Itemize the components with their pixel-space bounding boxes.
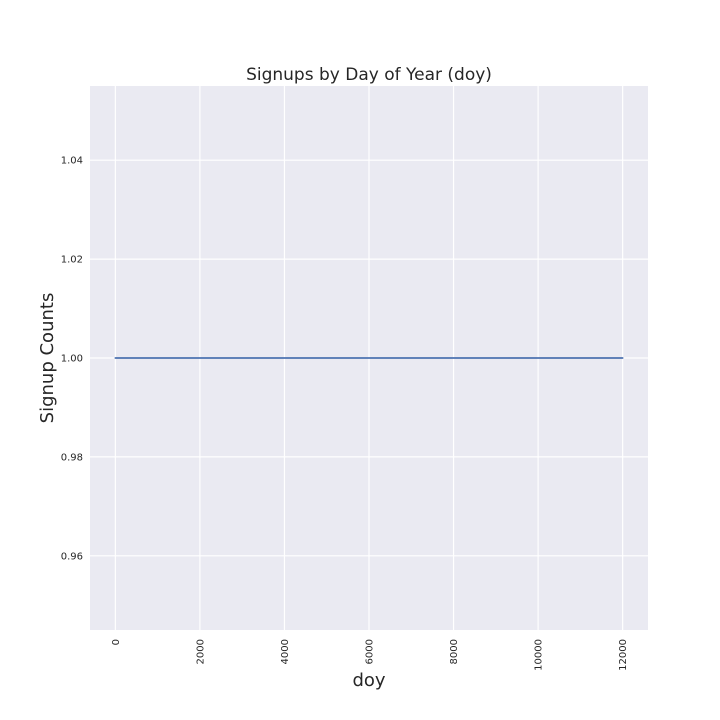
x-tick-label: 8000 bbox=[449, 639, 460, 664]
x-axis-label: doy bbox=[352, 670, 385, 691]
y-tick-label: 1.00 bbox=[61, 354, 83, 365]
x-tick-label: 4000 bbox=[280, 639, 291, 664]
x-tick-label: 10000 bbox=[534, 639, 545, 671]
x-tick-label: 12000 bbox=[618, 639, 629, 671]
x-tick-label: 0 bbox=[111, 639, 122, 645]
x-tick-label: 2000 bbox=[195, 639, 206, 664]
y-tick-label: 1.02 bbox=[61, 255, 83, 266]
y-tick-label: 1.04 bbox=[61, 156, 83, 167]
chart-title: Signups by Day of Year (doy) bbox=[246, 65, 492, 85]
tick-layer: 0 2000 4000 6000 8000 10000 12000 0.96 0.98 1.00 1… bbox=[61, 156, 629, 671]
y-tick-label: 0.96 bbox=[61, 551, 83, 562]
y-axis-label: Signup Counts bbox=[37, 293, 58, 424]
y-tick-label: 0.98 bbox=[61, 452, 83, 463]
x-tick-label: 6000 bbox=[365, 639, 376, 664]
